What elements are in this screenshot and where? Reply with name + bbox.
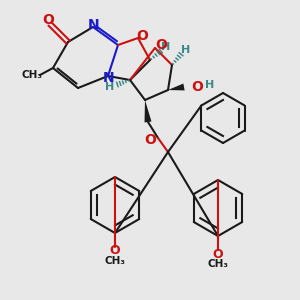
Text: CH₃: CH₃: [22, 70, 43, 80]
Text: N: N: [88, 18, 100, 32]
Text: O: O: [136, 29, 148, 43]
Text: N: N: [103, 71, 115, 85]
Text: O: O: [213, 248, 223, 260]
Polygon shape: [168, 84, 184, 90]
Text: H: H: [206, 80, 214, 90]
Text: O: O: [191, 80, 203, 94]
Text: CH₃: CH₃: [104, 256, 125, 266]
Text: O: O: [42, 13, 54, 27]
Text: O: O: [155, 38, 167, 52]
Text: H: H: [161, 42, 171, 52]
Polygon shape: [145, 100, 152, 122]
Text: O: O: [144, 133, 156, 147]
Text: CH₃: CH₃: [208, 259, 229, 269]
Text: O: O: [110, 244, 120, 257]
Text: H: H: [105, 82, 115, 92]
Text: H: H: [182, 45, 190, 55]
